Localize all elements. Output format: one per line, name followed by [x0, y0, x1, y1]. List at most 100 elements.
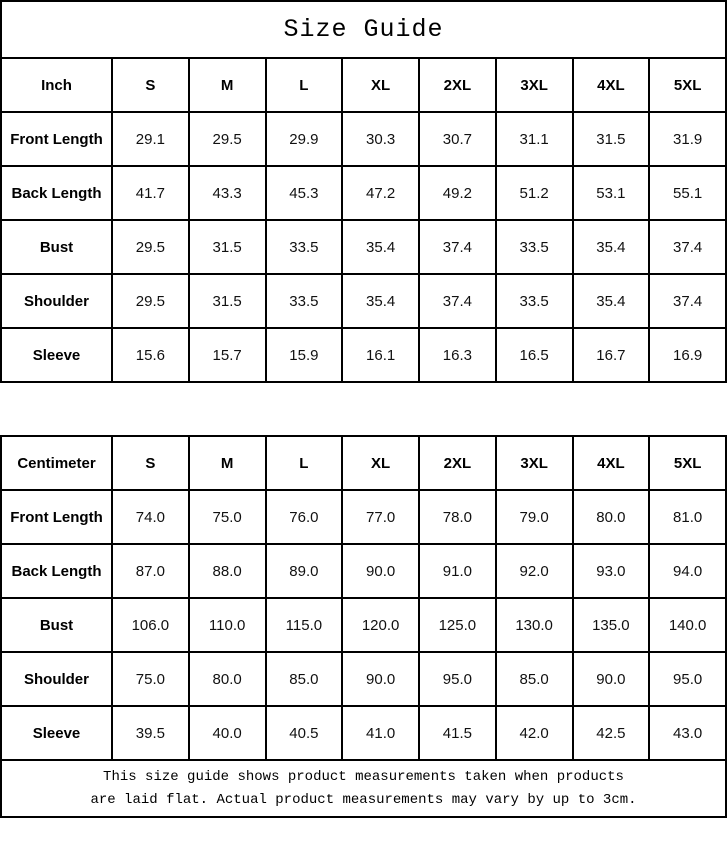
row-label-cell: Front Length	[0, 111, 113, 167]
measurement-cell: 39.5	[111, 705, 190, 761]
measurement-cell: 16.5	[494, 327, 574, 383]
measurement-cell: 130.0	[494, 597, 574, 653]
measurement-cell: 89.0	[264, 543, 344, 599]
measurement-cell: 15.6	[111, 327, 190, 383]
measurement-cell: 53.1	[571, 165, 651, 221]
size-header-cell: 5XL	[648, 435, 727, 491]
measurement-cell: 41.5	[418, 705, 497, 761]
size-header-cell: M	[187, 435, 267, 491]
measurement-cell: 35.4	[571, 273, 651, 329]
measurement-cell: 31.5	[187, 273, 267, 329]
measurement-cell: 78.0	[418, 489, 497, 545]
table-row: Bust 29.5 31.5 33.5 35.4 37.4 33.5 35.4 37.4	[0, 219, 727, 275]
measurement-cell: 29.9	[264, 111, 344, 167]
measurement-cell: 41.7	[111, 165, 190, 221]
measurement-cell: 37.4	[648, 219, 727, 275]
measurement-cell: 42.0	[494, 705, 574, 761]
size-header-cell: 4XL	[571, 57, 651, 113]
table-row: Shoulder 75.0 80.0 85.0 90.0 95.0 85.0 90.0 95.0	[0, 651, 727, 707]
measurement-cell: 41.0	[341, 705, 420, 761]
measurement-cell: 49.2	[418, 165, 497, 221]
row-label-cell: Back Length	[0, 543, 113, 599]
measurement-cell: 94.0	[648, 543, 727, 599]
measurement-cell: 92.0	[494, 543, 574, 599]
table-row: Sleeve 15.6 15.7 15.9 16.1 16.3 16.5 16.7 16.9	[0, 327, 727, 383]
measurement-cell: 88.0	[187, 543, 267, 599]
measurement-cell: 29.1	[111, 111, 190, 167]
measurement-cell: 31.5	[187, 219, 267, 275]
measurement-cell: 74.0	[111, 489, 190, 545]
unit-header-cell: Inch	[0, 57, 113, 113]
measurement-cell: 81.0	[648, 489, 727, 545]
measurement-cell: 33.5	[494, 219, 574, 275]
measurement-cell: 35.4	[571, 219, 651, 275]
measurement-cell: 16.7	[571, 327, 651, 383]
measurement-cell: 29.5	[111, 273, 190, 329]
measurement-cell: 93.0	[571, 543, 651, 599]
measurement-cell: 40.5	[264, 705, 344, 761]
size-header-row: Centimeter S M L XL 2XL 3XL 4XL 5XL	[0, 435, 727, 491]
size-header-cell: 3XL	[494, 57, 574, 113]
footer-note-line-2: are laid flat. Actual product measuremen…	[90, 791, 637, 808]
measurement-cell: 91.0	[418, 543, 497, 599]
size-header-cell: 2XL	[418, 435, 497, 491]
measurement-cell: 75.0	[111, 651, 190, 707]
measurement-cell: 31.1	[494, 111, 574, 167]
measurement-cell: 29.5	[187, 111, 267, 167]
row-label-cell: Sleeve	[0, 705, 113, 761]
size-header-cell: 4XL	[571, 435, 651, 491]
size-header-cell: L	[264, 435, 344, 491]
footer-note-line-1: This size guide shows product measuremen…	[103, 768, 624, 785]
measurement-cell: 35.4	[341, 219, 420, 275]
measurement-cell: 37.4	[418, 219, 497, 275]
measurement-cell: 115.0	[264, 597, 344, 653]
measurement-cell: 15.7	[187, 327, 267, 383]
measurement-cell: 76.0	[264, 489, 344, 545]
measurement-cell: 43.3	[187, 165, 267, 221]
size-header-cell: 5XL	[648, 57, 727, 113]
size-header-cell: M	[187, 57, 267, 113]
table-row: Front Length 74.0 75.0 76.0 77.0 78.0 79.0 80.0…	[0, 489, 727, 545]
measurement-cell: 16.9	[648, 327, 727, 383]
measurement-cell: 75.0	[187, 489, 267, 545]
measurement-cell: 90.0	[571, 651, 651, 707]
measurement-cell: 31.5	[571, 111, 651, 167]
measurement-cell: 90.0	[341, 651, 420, 707]
measurement-cell: 106.0	[111, 597, 190, 653]
measurement-cell: 140.0	[648, 597, 727, 653]
size-header-cell: S	[111, 435, 190, 491]
measurement-cell: 33.5	[264, 219, 344, 275]
size-header-cell: S	[111, 57, 190, 113]
size-header-cell: 3XL	[494, 435, 574, 491]
measurement-cell: 95.0	[418, 651, 497, 707]
measurement-cell: 55.1	[648, 165, 727, 221]
measurement-cell: 80.0	[187, 651, 267, 707]
table-row: Bust 106.0 110.0 115.0 120.0 125.0 130.0 135.0 1…	[0, 597, 727, 653]
measurement-cell: 51.2	[494, 165, 574, 221]
row-label-cell: Shoulder	[0, 651, 113, 707]
table-row: Back Length 87.0 88.0 89.0 90.0 91.0 92.0 93.0 9…	[0, 543, 727, 599]
measurement-cell: 79.0	[494, 489, 574, 545]
page-title: Size Guide	[0, 0, 727, 57]
measurement-cell: 42.5	[571, 705, 651, 761]
measurement-cell: 135.0	[571, 597, 651, 653]
footer-note: This size guide shows product measuremen…	[0, 761, 727, 818]
measurement-cell: 35.4	[341, 273, 420, 329]
measurement-cell: 90.0	[341, 543, 420, 599]
row-label-cell: Front Length	[0, 489, 113, 545]
table-gap	[0, 383, 727, 435]
measurement-cell: 31.9	[648, 111, 727, 167]
measurement-cell: 47.2	[341, 165, 420, 221]
size-header-cell: XL	[341, 57, 420, 113]
table-row: Back Length 41.7 43.3 45.3 47.2 49.2 51.2 53.1 5…	[0, 165, 727, 221]
row-label-cell: Sleeve	[0, 327, 113, 383]
size-header-cell: 2XL	[418, 57, 497, 113]
measurement-cell: 110.0	[187, 597, 267, 653]
measurement-cell: 85.0	[264, 651, 344, 707]
measurement-cell: 125.0	[418, 597, 497, 653]
row-label-cell: Bust	[0, 597, 113, 653]
measurement-cell: 120.0	[341, 597, 420, 653]
measurement-cell: 40.0	[187, 705, 267, 761]
size-table-inch: Inch S M L XL 2XL 3XL 4XL 5XL Front Length 29.1 29.…	[0, 57, 727, 383]
